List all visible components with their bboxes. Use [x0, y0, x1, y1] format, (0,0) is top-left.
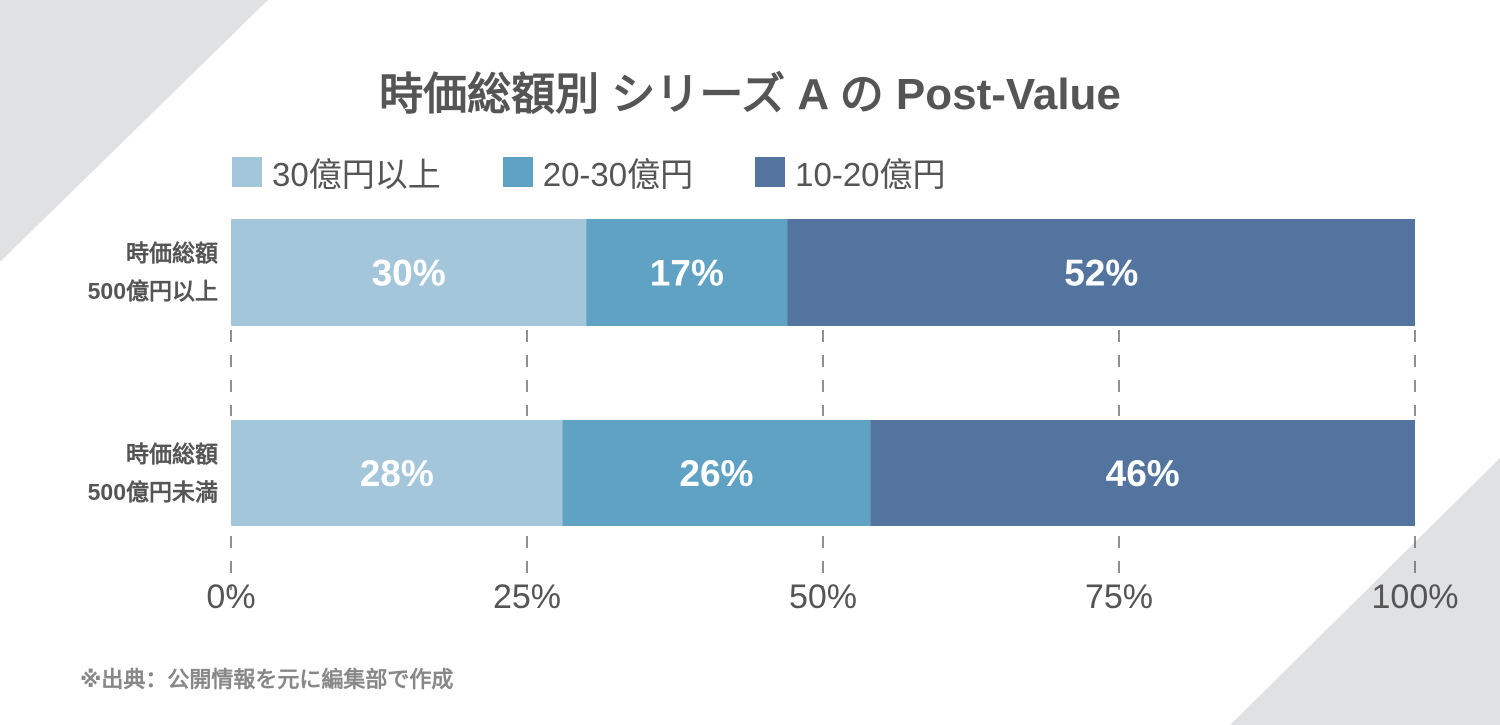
- bar-value-label: 17%: [650, 253, 724, 294]
- legend-item: 20-30億円: [502, 148, 694, 196]
- corner-triangle-top-left: [0, 0, 268, 262]
- legend-label: 10-20億円: [795, 156, 946, 193]
- category-label: 時価総額 500億円未満: [88, 435, 218, 511]
- bar-value-label: 26%: [679, 453, 753, 494]
- bar-segment: [231, 219, 587, 326]
- x-tick-label: 0%: [206, 578, 255, 616]
- legend-label: 20-30億円: [542, 156, 694, 193]
- bar-value-label: 28%: [360, 453, 434, 494]
- legend-swatch: [502, 157, 533, 187]
- bar-value-label: 46%: [1106, 453, 1180, 494]
- x-tick-label: 50%: [789, 578, 857, 616]
- legend: 30億円以上 20-30億円 10-20億円: [232, 152, 1008, 193]
- chart-title: 時価総額別 シリーズ A の Post-Value: [379, 70, 1121, 119]
- category-label-line2: 500億円以上: [87, 278, 218, 304]
- bar-segment: [787, 219, 1415, 326]
- legend-item: 10-20億円: [755, 148, 946, 196]
- source-footnote: ※出典：公開情報を元に編集部で作成: [80, 667, 454, 692]
- bar-segment: [870, 420, 1415, 526]
- legend-item: 30億円以上: [232, 148, 441, 196]
- category-label-line2: 500億円未満: [87, 479, 218, 505]
- x-tick-label: 75%: [1085, 578, 1153, 616]
- bar-value-label: 30%: [372, 253, 446, 294]
- legend-swatch: [232, 157, 262, 187]
- bar-value-label: 52%: [1064, 253, 1138, 294]
- corner-triangle-bottom-right: [1230, 458, 1500, 725]
- legend-swatch: [755, 157, 786, 187]
- legend-label: 30億円以上: [272, 156, 441, 193]
- x-tick-label: 100%: [1372, 578, 1459, 616]
- x-tick-label: 25%: [493, 578, 561, 616]
- category-label-line1: 時価総額: [126, 240, 218, 266]
- bar-segment: [562, 420, 871, 526]
- category-label-line1: 時価総額: [126, 441, 218, 467]
- category-label: 時価総額 500億円以上: [88, 234, 218, 310]
- bar-segment: [586, 219, 788, 326]
- bar-segment: [231, 420, 563, 526]
